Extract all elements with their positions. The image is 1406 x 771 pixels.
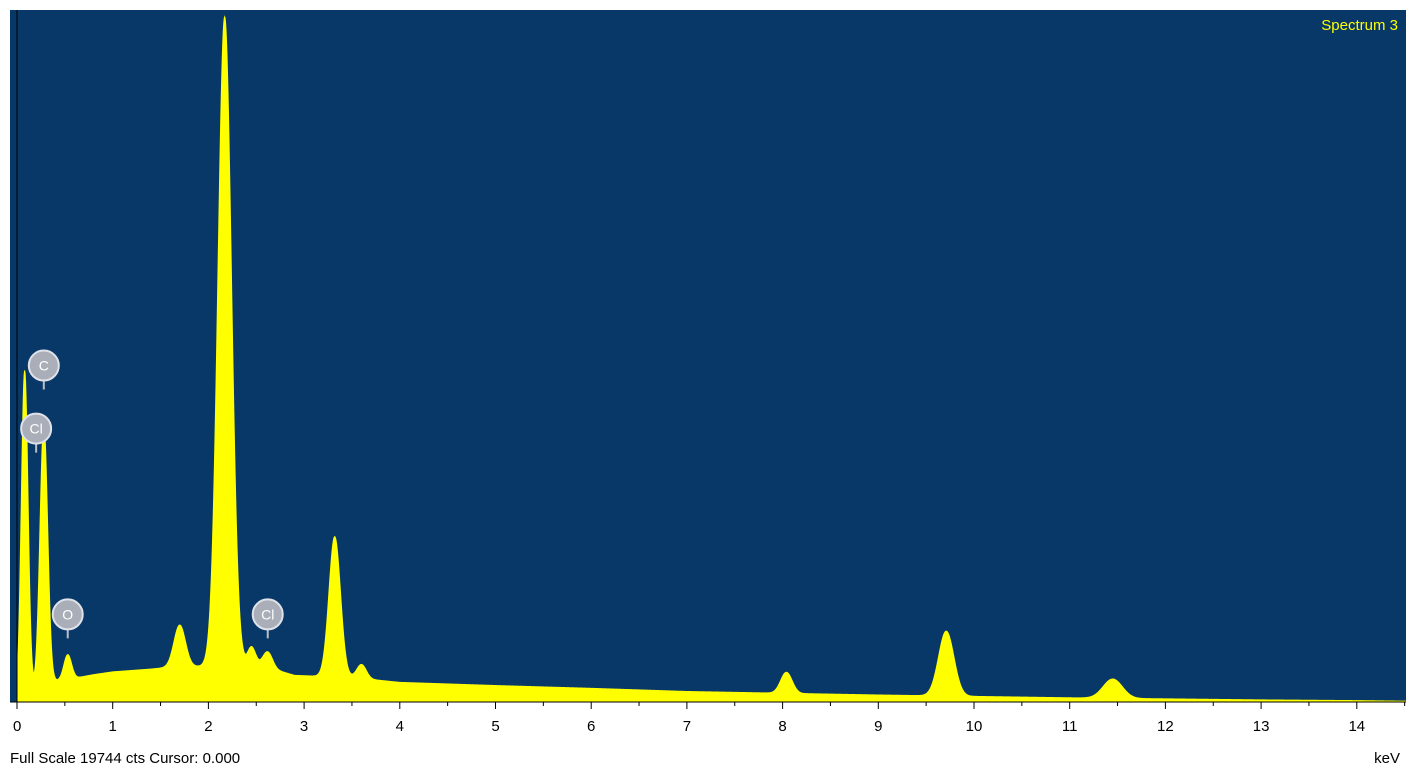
x-tick-label: 11 <box>1062 718 1078 735</box>
full-scale-label: Full Scale 19744 cts <box>10 750 150 767</box>
element-marker[interactable]: O <box>51 598 84 639</box>
x-tick-label: 5 <box>491 718 499 735</box>
marker-circle <box>51 598 84 631</box>
marker-label: C <box>39 358 49 374</box>
x-tick-label: 10 <box>966 718 983 735</box>
x-tick-label: 1 <box>109 718 117 735</box>
status-bar: Full Scale 19744 cts Cursor: 0.000 <box>10 750 240 767</box>
spectrum-area <box>16 15 1406 703</box>
marker-label: Cl <box>261 606 274 622</box>
marker-circle <box>27 349 60 382</box>
plot-background <box>10 10 1406 702</box>
chart-title: Spectrum 3 <box>1321 17 1398 34</box>
x-tick-label: 8 <box>778 718 786 735</box>
marker-circle <box>251 598 284 631</box>
marker-label: O <box>62 606 73 622</box>
cursor-readout: Cursor: 0.000 <box>149 750 241 767</box>
x-tick-label: 0 <box>13 718 21 735</box>
x-tick-label: 4 <box>396 718 404 735</box>
x-tick-label: 14 <box>1348 718 1365 735</box>
x-tick-label: 13 <box>1253 718 1270 735</box>
x-tick-label: 12 <box>1157 718 1174 735</box>
element-marker[interactable]: Cl <box>20 412 53 453</box>
element-marker[interactable]: Cl <box>251 598 284 639</box>
x-tick-label: 6 <box>587 718 595 735</box>
x-tick-label: 2 <box>204 718 212 735</box>
x-tick-label: 7 <box>683 718 691 735</box>
marker-circle <box>20 412 53 445</box>
x-axis-unit-label: keV <box>1374 750 1400 767</box>
element-marker[interactable]: C <box>27 349 60 390</box>
x-tick-label: 9 <box>874 718 882 735</box>
marker-label: Cl <box>30 421 43 437</box>
x-tick-label: 3 <box>300 718 308 735</box>
